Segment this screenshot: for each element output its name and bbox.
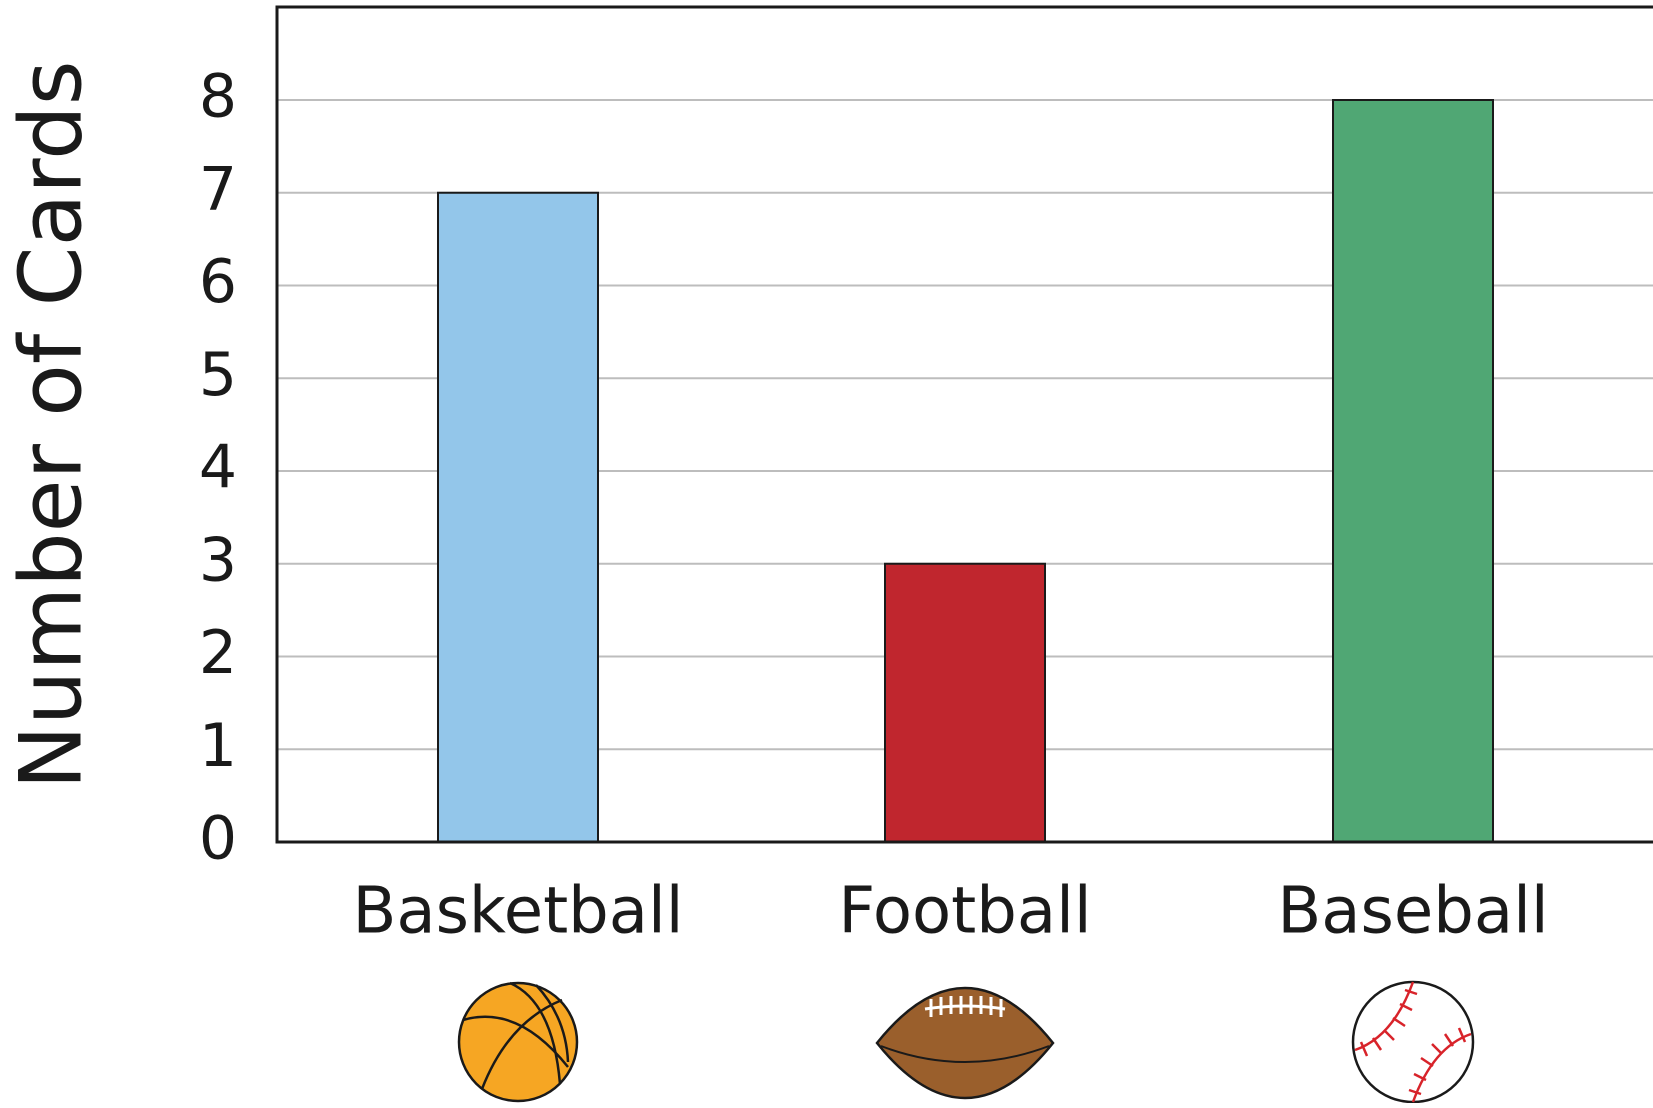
bars [437,99,1494,843]
x-tick-label: Baseball [1277,875,1548,949]
y-tick-label: 2 [199,618,237,688]
bar-football [884,562,1046,843]
x-tick-label: Football [838,875,1091,949]
plot-frame [275,5,1653,844]
y-tick-label: 6 [199,247,237,317]
y-tick-label: 5 [199,340,237,410]
x-tick-label: Basketball [352,875,683,949]
y-tick-label: 8 [199,62,237,132]
y-tick-label: 4 [199,433,237,503]
basketball-icon [457,981,579,1103]
y-tick-label: 0 [199,804,237,874]
y-tick-label: 3 [199,525,237,595]
y-tick-labels: 0 1 2 3 4 5 6 7 8 [199,62,237,874]
football-icon [875,986,1055,1100]
baseball-icon [1351,980,1475,1104]
x-tick-labels: Basketball Football Baseball [352,875,1548,949]
bar-baseball [1332,99,1494,843]
y-tick-label: 7 [199,154,237,224]
y-axis-label: Number of Cards [1,60,101,789]
bar-basketball [437,191,599,843]
y-tick-label: 1 [199,711,237,781]
